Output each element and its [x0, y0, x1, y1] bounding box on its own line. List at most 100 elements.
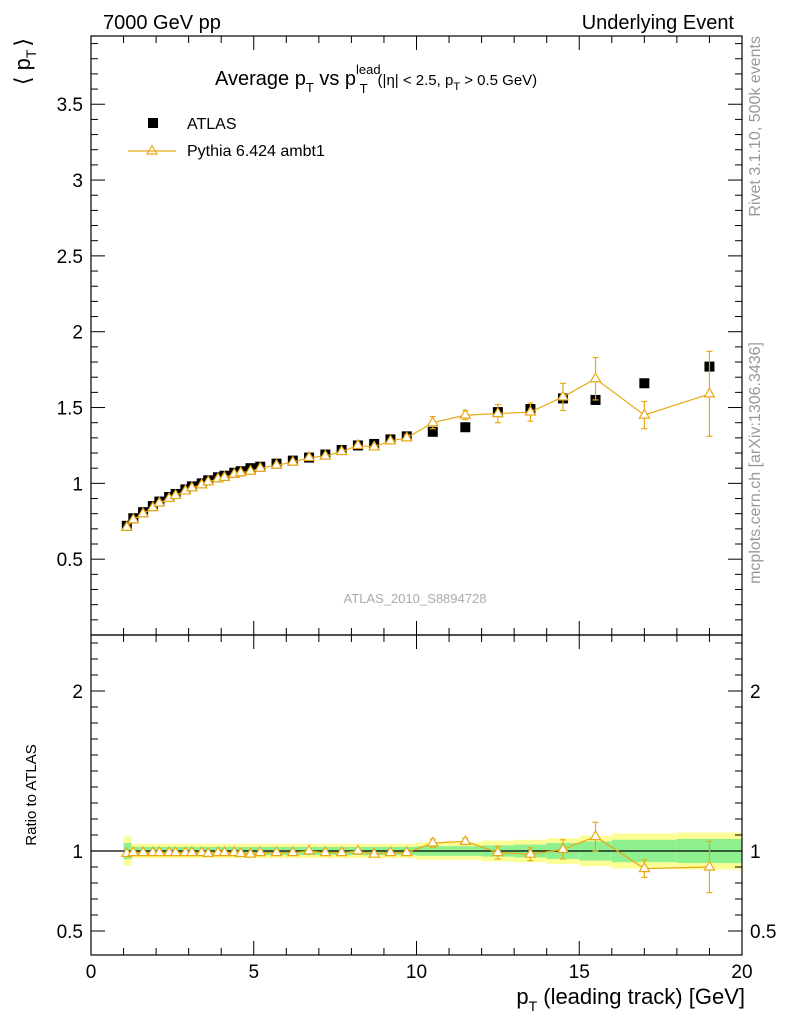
main-pythia-point [202, 475, 215, 486]
main-pythia-point [127, 513, 140, 524]
x-axis-label-sub: T [529, 998, 538, 1014]
side-text-bottom: mcplots.cern.ch [arXiv:1306.3436] [747, 342, 764, 584]
legend-pythia-marker [145, 144, 159, 155]
analysis-watermark: ATLAS_2010_S8894728 [344, 591, 487, 606]
main-pythia-point [368, 440, 381, 451]
main-pythia-point [234, 466, 247, 477]
main-pythia-point [137, 507, 150, 518]
ratio-ytick-label-right: 1 [750, 842, 761, 863]
title-sub-3: T [453, 81, 460, 93]
side-text-top: Rivet 3.1.10, 500k events [747, 36, 764, 217]
main-pythia-point [459, 408, 472, 419]
ratio-plot-data [120, 821, 716, 894]
main-pythia-point [556, 390, 570, 401]
ratio-pythia-point [335, 845, 348, 857]
ratio-pythia-point [254, 845, 267, 857]
ratio-pythia-point [426, 836, 439, 847]
ratio-pythia-point [524, 847, 537, 858]
main-pythia-point [351, 438, 364, 450]
title-main: Average p [215, 68, 306, 90]
main-pythia-point [169, 488, 182, 500]
main-pythia-point [400, 431, 413, 442]
main-y-axis-label: ⟨ pT ⟩ [10, 38, 39, 85]
main-pythia-point [185, 481, 198, 492]
ratio-pythia-point [491, 845, 504, 857]
main-pythia-point [244, 464, 257, 475]
main-pythia-point [254, 461, 267, 472]
main-pythia-point [286, 455, 299, 466]
ratio-pythia-point [351, 844, 364, 855]
ratio-axis-ticks: 0.5 0.51 12 20 5 10 15 20 [57, 635, 776, 983]
legend-pythia-label: Pythia 6.424 ambt1 [187, 143, 325, 160]
ratio-pythia-point [303, 844, 316, 855]
ratio-pythia-point [638, 861, 651, 873]
main-plot-title: Average pT vs plead T (|η| < 2.5, pT > 0.5… [215, 62, 537, 96]
ratio-y-axis-label: Ratio to ATLAS [23, 744, 40, 845]
ratio-pythia-point [153, 845, 166, 857]
xtick-label: 0 [86, 962, 97, 983]
main-pythia-point [703, 387, 716, 398]
xtick-label: 5 [248, 962, 259, 983]
ratio-ytick-label-right: 0.5 [750, 922, 776, 943]
ratio-ytick-label-right: 2 [750, 682, 761, 703]
main-y-axis-label-end: ⟩ [10, 38, 35, 47]
main-atlas-point [427, 426, 438, 437]
x-axis-label-main: p [516, 984, 528, 1009]
ratio-pythia-point [244, 847, 257, 858]
xtick-label: 20 [731, 962, 752, 983]
ratio-ytick-label-left: 0.5 [57, 922, 83, 943]
ratio-pythia-point [368, 847, 381, 858]
ratio-pythia-point [185, 845, 198, 857]
title-sup-lead: lead [356, 62, 381, 77]
ratio-pythia-point [228, 845, 241, 857]
header-left: 7000 GeV pp [103, 12, 221, 34]
title-sub-1: T [306, 80, 314, 95]
title-sub-2: T [360, 81, 368, 96]
ratio-pythia-point [459, 834, 472, 845]
ratio-ytick-label-left: 2 [72, 682, 83, 703]
ratio-pythia-point [286, 845, 299, 857]
main-ytick-label: 2 [72, 323, 83, 344]
main-ytick-label: 0.5 [57, 550, 83, 571]
x-axis-label-end: (leading track) [GeV] [537, 984, 745, 1009]
ratio-pythia-point [234, 846, 247, 857]
ratio-ytick-label-left: 1 [72, 842, 83, 863]
ratio-pythia-point [127, 845, 140, 857]
ratio-pythia-point [270, 845, 283, 857]
x-axis-label: pT (leading track) [GeV] [516, 984, 745, 1014]
ratio-pythia-point [589, 829, 602, 841]
ratio-pythia-point [556, 842, 570, 853]
ratio-pythia-point [218, 845, 231, 857]
main-y-axis-label-sub: T [23, 49, 39, 58]
main-ytick-label: 1 [72, 474, 83, 495]
main-pythia-point [153, 496, 166, 507]
main-pythia-point [384, 434, 397, 445]
title-cuts: (|η| < 2.5, p [378, 72, 454, 89]
main-pythia-point [335, 444, 348, 456]
main-pythia-point [218, 470, 231, 481]
main-axis-ticks: 0.5 1 1.5 2 2.5 3 3.5 [57, 36, 743, 636]
main-pythia-point [120, 520, 133, 531]
main-ytick-label: 1.5 [57, 399, 83, 420]
main-pythia-point [319, 449, 332, 460]
ratio-pythia-point [319, 845, 332, 857]
legend-atlas-marker [148, 118, 158, 128]
title-vs: vs p [314, 68, 356, 90]
ratio-pythia-point [202, 846, 215, 857]
xtick-label: 10 [406, 962, 427, 983]
main-pythia-point [491, 406, 504, 418]
main-pythia-point [270, 458, 283, 469]
ratio-pythia-point [384, 845, 397, 857]
legend-atlas-label: ATLAS [187, 116, 237, 133]
header-right: Underlying Event [582, 12, 735, 34]
main-pythia-line [126, 378, 710, 528]
ratio-plot-frame [90, 634, 743, 956]
main-pythia-point [589, 372, 602, 383]
main-atlas-point [460, 422, 471, 433]
main-plot-data [120, 350, 716, 531]
xtick-label: 15 [569, 962, 590, 983]
main-pythia-point [426, 416, 439, 427]
main-pythia-point [524, 405, 537, 416]
main-pythia-point [303, 450, 316, 462]
